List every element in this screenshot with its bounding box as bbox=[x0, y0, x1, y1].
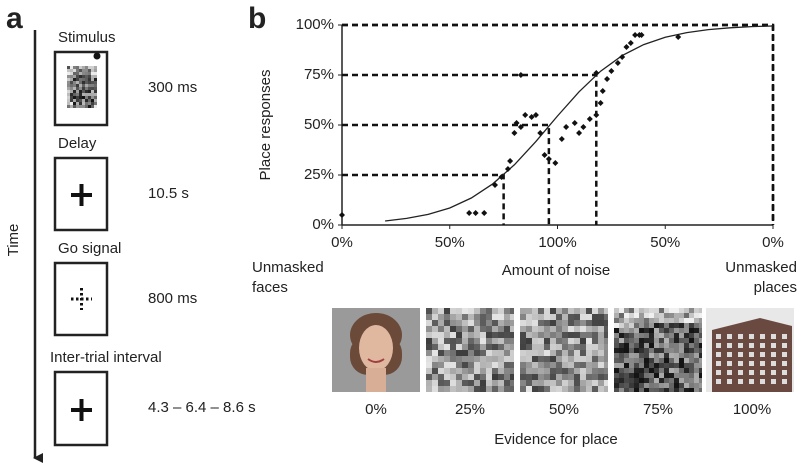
data-point bbox=[507, 158, 514, 164]
data-point bbox=[498, 174, 505, 180]
guide-line bbox=[342, 23, 775, 225]
step-duration: 10.5 s bbox=[148, 185, 189, 202]
end-label: Unmasked bbox=[725, 259, 797, 276]
data-point bbox=[593, 70, 600, 76]
step-title: Go signal bbox=[58, 240, 121, 257]
data-point bbox=[632, 32, 639, 38]
example-caption: 100% bbox=[733, 401, 771, 418]
fixation-cross bbox=[71, 184, 92, 421]
y-tick-label: 50% bbox=[304, 116, 334, 133]
data-point bbox=[576, 130, 583, 136]
building-image bbox=[706, 308, 794, 392]
data-point bbox=[580, 124, 587, 130]
data-point bbox=[481, 210, 488, 216]
time-label: Time bbox=[5, 224, 22, 257]
data-point bbox=[492, 182, 499, 188]
panel-label: a bbox=[6, 2, 23, 35]
data-point bbox=[675, 34, 682, 40]
data-point bbox=[599, 88, 606, 94]
end-label: Unmasked bbox=[252, 259, 324, 276]
data-point bbox=[597, 100, 604, 106]
data-point bbox=[522, 112, 529, 118]
data-point bbox=[511, 130, 518, 136]
data-point bbox=[586, 116, 593, 122]
data-point bbox=[537, 130, 544, 136]
step-title: Stimulus bbox=[58, 29, 116, 46]
data-point bbox=[571, 120, 578, 126]
noise-images bbox=[426, 308, 702, 392]
x-tick-label: 0% bbox=[762, 234, 784, 251]
fixation-dot bbox=[93, 52, 101, 60]
face-image bbox=[332, 308, 420, 392]
stimulus-image bbox=[67, 66, 97, 108]
x-tick-label: 0% bbox=[331, 234, 353, 251]
data-point bbox=[339, 212, 345, 218]
data-point bbox=[614, 60, 621, 66]
fit-curve bbox=[385, 25, 774, 222]
data-point bbox=[608, 68, 615, 74]
guide-line bbox=[342, 123, 551, 225]
data-point bbox=[466, 210, 473, 216]
x-tick-label: 50% bbox=[435, 234, 465, 251]
y-tick-label: 25% bbox=[304, 166, 334, 183]
step-title: Delay bbox=[58, 135, 97, 152]
x-tick-label: 50% bbox=[650, 234, 680, 251]
data-point bbox=[532, 112, 539, 118]
example-caption: 75% bbox=[643, 401, 673, 418]
y-tick-label: 75% bbox=[304, 66, 334, 83]
step-duration: 4.3 – 6.4 – 8.6 s bbox=[148, 399, 256, 416]
example-caption: 50% bbox=[549, 401, 579, 418]
example-caption: 0% bbox=[365, 401, 387, 418]
end-label: faces bbox=[252, 279, 288, 296]
data-point bbox=[619, 54, 626, 60]
data-point bbox=[558, 136, 565, 142]
data-point bbox=[638, 32, 645, 38]
x-tick-label: 100% bbox=[538, 234, 576, 251]
panel-label: b bbox=[248, 2, 266, 35]
data-point bbox=[504, 166, 511, 172]
data-point bbox=[472, 210, 479, 216]
trial-boxes bbox=[53, 50, 109, 447]
examples-label: Evidence for place bbox=[494, 431, 617, 448]
data-point bbox=[517, 72, 524, 78]
guide-line bbox=[342, 173, 505, 225]
data-point bbox=[627, 40, 634, 46]
step-duration: 800 ms bbox=[148, 290, 197, 307]
x-axis-label: Amount of noise bbox=[502, 262, 610, 279]
data-point bbox=[541, 152, 548, 158]
data-point bbox=[545, 156, 552, 162]
example-caption: 25% bbox=[455, 401, 485, 418]
data-point bbox=[513, 120, 520, 126]
end-label: places bbox=[754, 279, 797, 296]
y-tick-label: 100% bbox=[296, 16, 334, 33]
data-point bbox=[623, 44, 630, 50]
data-point bbox=[563, 124, 570, 130]
guide-line bbox=[342, 73, 598, 225]
step-title: Inter-trial interval bbox=[50, 349, 162, 366]
y-tick-label: 0% bbox=[312, 216, 334, 233]
y-axis-label: Place responses bbox=[257, 70, 274, 181]
data-point bbox=[528, 114, 535, 120]
data-point bbox=[552, 160, 559, 166]
data-point bbox=[517, 124, 524, 130]
data-point bbox=[604, 76, 611, 82]
data-point bbox=[593, 112, 600, 118]
step-duration: 300 ms bbox=[148, 79, 197, 96]
go-cross bbox=[71, 288, 92, 310]
